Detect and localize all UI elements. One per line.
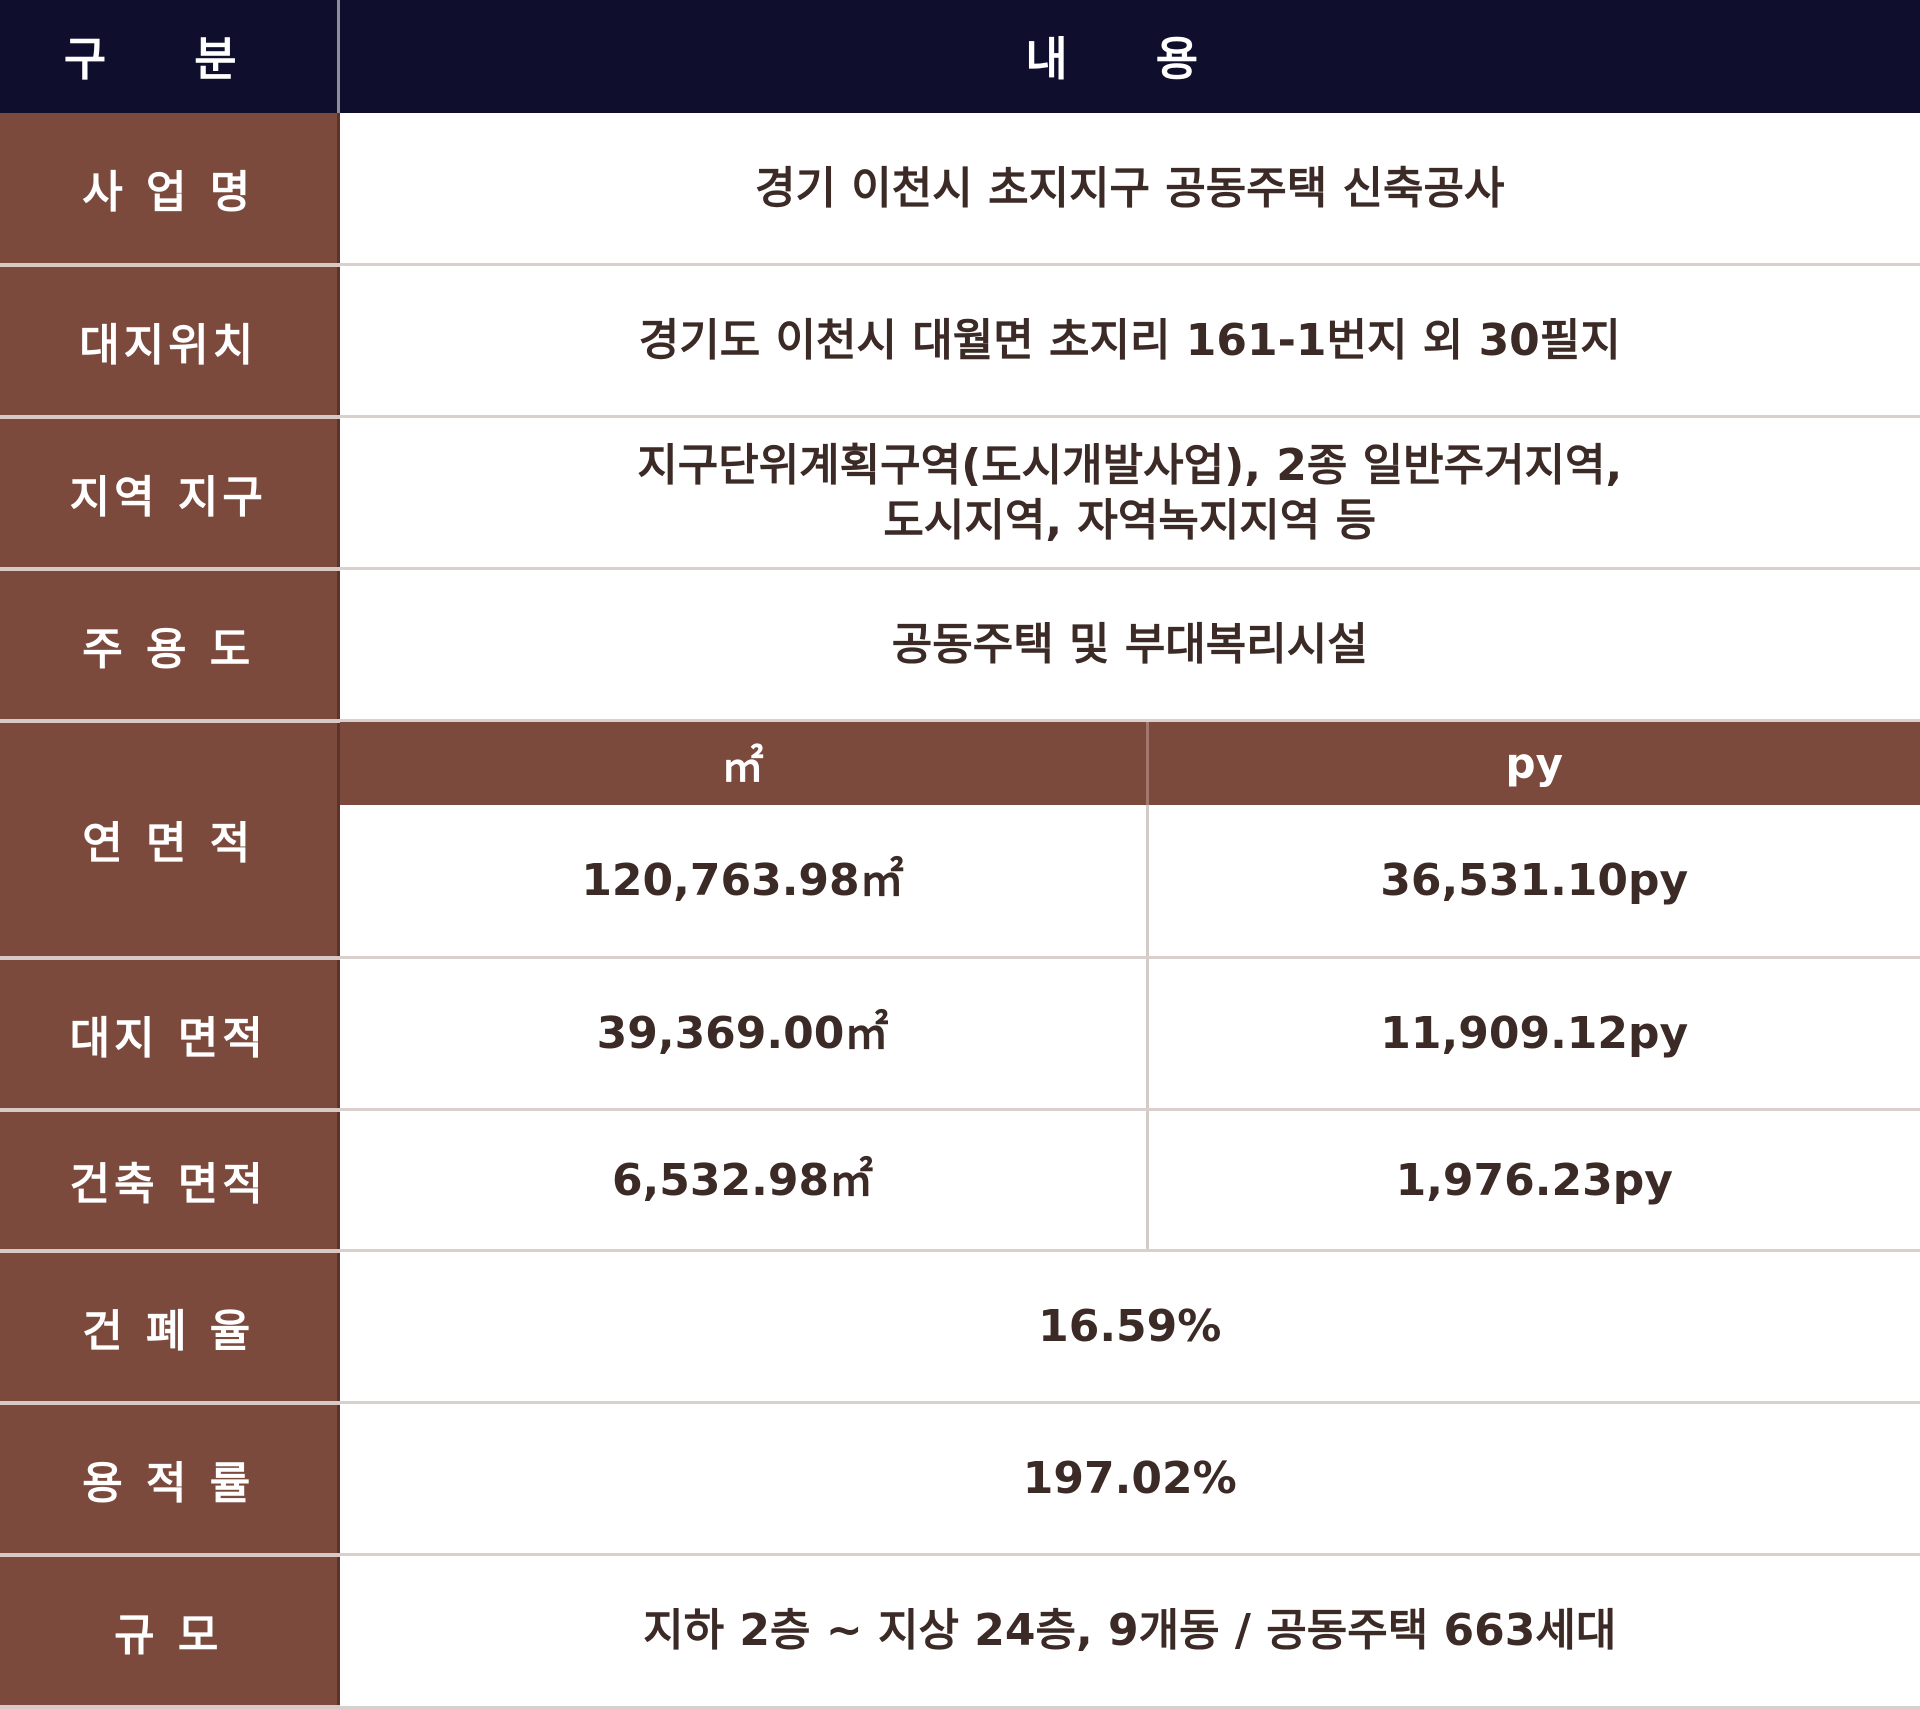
table-row: 건 폐 율 16.59% — [0, 1250, 1920, 1405]
table-row: 대지위치 경기도 이천시 대월면 초지리 161-1번지 외 30필지 — [0, 264, 1920, 419]
unit-header-row: 연 면 적 ㎡ py — [0, 720, 1920, 960]
header-content: 내 용 — [338, 0, 1920, 113]
building-area-sqm: 6,532.98㎡ — [338, 1109, 1149, 1253]
unit-header-sqm: ㎡ — [338, 720, 1149, 805]
row-value-zoning: 지구단위계획구역(도시개발사업), 2종 일반주거지역, 도시지역, 자역녹지지… — [338, 416, 1920, 571]
row-value-floor-area-ratio: 197.02% — [338, 1402, 1920, 1557]
unit-header-py: py — [1147, 720, 1920, 805]
table-row: 건축 면적 6,532.98㎡ 1,976.23py — [0, 1109, 1920, 1253]
table-row: 지역 지구 지구단위계획구역(도시개발사업), 2종 일반주거지역, 도시지역,… — [0, 416, 1920, 571]
row-label-scale: 규 모 — [0, 1554, 340, 1709]
row-label-floor-area-ratio: 용 적 률 — [0, 1402, 340, 1557]
row-label-zoning: 지역 지구 — [0, 416, 340, 571]
zoning-line-1: 지구단위계획구역(도시개발사업), 2종 일반주거지역, — [637, 439, 1623, 491]
table-row: 용 적 률 197.02% — [0, 1402, 1920, 1557]
gross-floor-area-py: 36,531.10py — [1147, 804, 1920, 960]
building-area-py: 1,976.23py — [1147, 1109, 1920, 1253]
row-label-gross-floor-area: 연 면 적 — [0, 720, 340, 960]
row-label-building-area: 건축 면적 — [0, 1109, 340, 1253]
row-label-building-coverage: 건 폐 율 — [0, 1250, 340, 1405]
site-area-sqm: 39,369.00㎡ — [338, 957, 1149, 1112]
site-area-py: 11,909.12py — [1147, 957, 1920, 1112]
row-label-site-area: 대지 면적 — [0, 957, 340, 1112]
table-row: 대지 면적 39,369.00㎡ 11,909.12py — [0, 957, 1920, 1112]
table-row: 120,763.98㎡ 36,531.10py — [0, 804, 1920, 960]
header-category: 구 분 — [0, 0, 340, 113]
table-row: 사 업 명 경기 이천시 초지지구 공동주택 신축공사 — [0, 112, 1920, 267]
row-label-main-use: 주 용 도 — [0, 568, 340, 723]
row-label-project-name: 사 업 명 — [0, 112, 340, 267]
row-label-site-location: 대지위치 — [0, 264, 340, 419]
row-value-project-name: 경기 이천시 초지지구 공동주택 신축공사 — [338, 112, 1920, 267]
table-row: 주 용 도 공동주택 및 부대복리시설 — [0, 568, 1920, 723]
row-value-scale: 지하 2층 ~ 지상 24층, 9개동 / 공동주택 663세대 — [338, 1554, 1920, 1709]
zoning-line-2: 도시지역, 자역녹지지역 등 — [883, 494, 1377, 546]
table-row: 규 모 지하 2층 ~ 지상 24층, 9개동 / 공동주택 663세대 — [0, 1554, 1920, 1709]
row-value-main-use: 공동주택 및 부대복리시설 — [338, 568, 1920, 723]
row-value-building-coverage: 16.59% — [338, 1250, 1920, 1405]
table-header-row: 구 분 내 용 — [0, 0, 1920, 113]
row-value-site-location: 경기도 이천시 대월면 초지리 161-1번지 외 30필지 — [338, 264, 1920, 419]
gross-floor-area-sqm: 120,763.98㎡ — [338, 804, 1149, 960]
